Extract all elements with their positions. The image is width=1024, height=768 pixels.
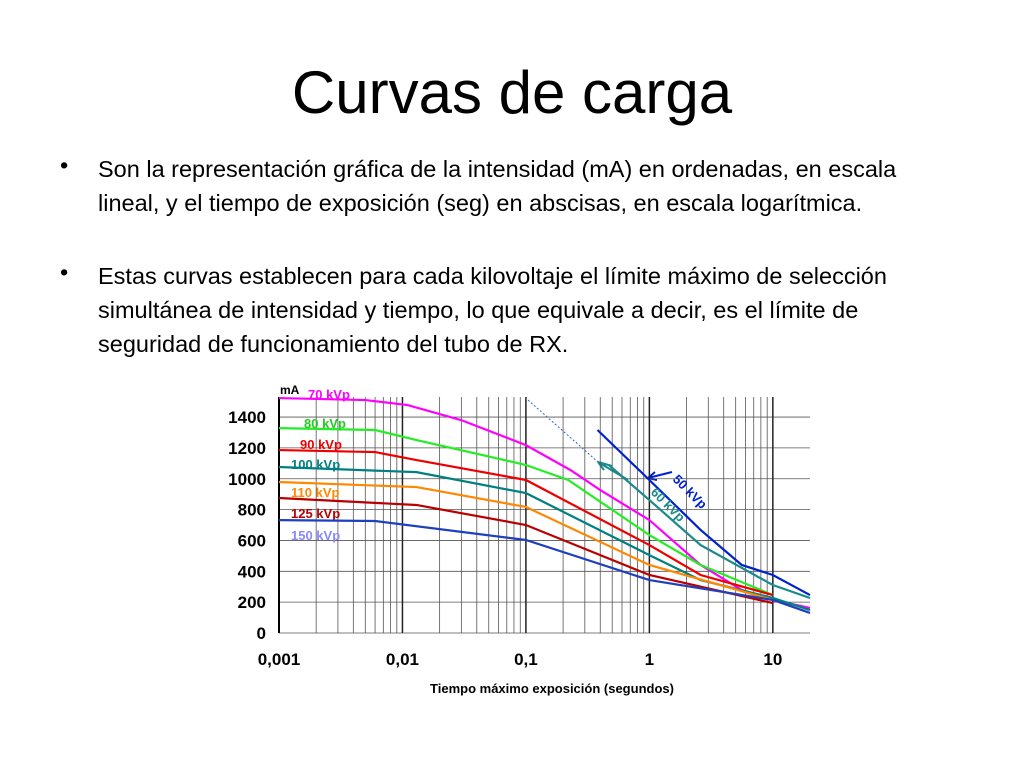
x-tick-label: 0,1 (514, 650, 538, 669)
guide-line (527, 399, 599, 463)
curve (608, 464, 811, 600)
bullet-text: Estas curvas establecen para cada kilovo… (98, 263, 887, 357)
curve (278, 518, 811, 614)
curve (596, 429, 811, 597)
series-label: 110 kVp (291, 485, 339, 500)
series-label: 100 kVp (291, 457, 340, 472)
y-tick-label: 400 (238, 562, 266, 581)
bullet-dot: • (60, 152, 69, 178)
y-tick-label: 800 (238, 501, 266, 520)
y-axis-label: mA (280, 383, 300, 397)
series-label: 80 kVp (304, 416, 346, 431)
y-tick-label: 200 (238, 593, 266, 612)
y-tick-label: 0 (257, 624, 266, 643)
y-tick-label: 1200 (228, 439, 266, 458)
curve (278, 496, 774, 605)
series-label: 90 kVp (300, 437, 342, 452)
curve (278, 465, 811, 612)
y-tick-label: 600 (238, 531, 266, 550)
curve (278, 480, 774, 602)
x-axis-label: Tiempo máximo exposición (segundos) (430, 681, 674, 696)
series-label: 70 kVp (308, 387, 350, 402)
bullet-dot: • (60, 259, 69, 285)
y-tick-label: 1000 (228, 470, 266, 489)
x-tick-label: 0,01 (386, 650, 419, 669)
series-label: 125 kVp (291, 506, 340, 521)
y-tick-label: 1400 (228, 408, 266, 427)
bullet-text: Son la representación gráfica de la inte… (98, 156, 897, 216)
curve (278, 448, 774, 597)
series-label: 150 kVp (291, 528, 340, 543)
x-tick-label: 0,001 (258, 650, 301, 669)
curve (278, 427, 774, 597)
x-tick-label: 1 (645, 650, 654, 669)
slide-title: Curvas de carga (291, 59, 733, 126)
x-tick-label: 10 (763, 650, 782, 669)
